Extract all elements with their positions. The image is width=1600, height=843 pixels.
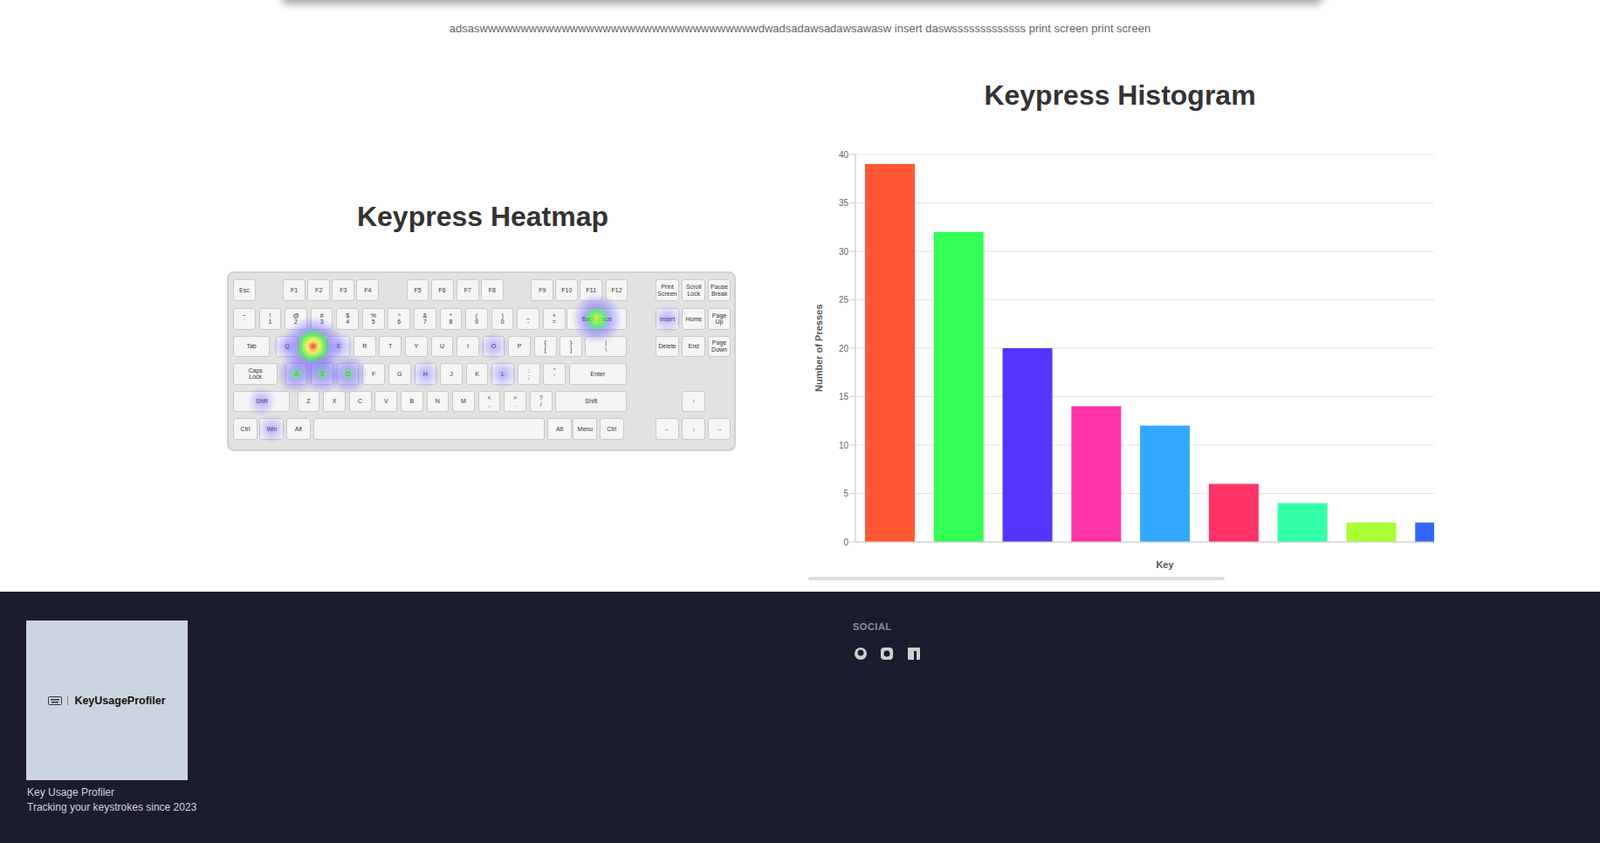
- html-text:* 8: * 8: [449, 312, 453, 325]
- html-text:Esc: Esc: [239, 287, 250, 294]
- html-text:E: E: [336, 343, 341, 350]
- svg-text:0: 0: [843, 537, 849, 548]
- html-text:Insert: Insert: [659, 315, 675, 322]
- svg-text:25: 25: [838, 295, 850, 305]
- html-text:P: P: [517, 343, 522, 350]
- html-text:Q: Q: [284, 343, 290, 350]
- html-text:End: End: [688, 343, 700, 350]
- html-text:J: J: [449, 370, 453, 377]
- html-text:Menu: Menu: [577, 425, 593, 432]
- html-text:Tracking your keystrokes since: Tracking your keystrokes since 2023: [27, 801, 197, 814]
- html-text:F8: F8: [488, 287, 496, 294]
- html-text:M: M: [460, 398, 467, 405]
- html-text:S: S: [320, 370, 325, 377]
- html-text:Print Screen: Print Screen: [657, 283, 677, 297]
- html-text:B: B: [409, 398, 414, 405]
- html-text:V: V: [383, 398, 389, 405]
- html-text:$ 4: $ 4: [345, 312, 350, 325]
- html-text:N: N: [435, 398, 440, 405]
- html-text:Shift: Shift: [255, 398, 268, 405]
- html-text:Caps Lock: Caps Lock: [248, 367, 263, 381]
- svg-text:5: 5: [843, 488, 849, 499]
- html-text:Pause Break: Pause Break: [710, 283, 728, 297]
- html-text:Home: Home: [685, 315, 702, 322]
- html-text:Tab: Tab: [246, 343, 257, 350]
- html-text:& 7: & 7: [422, 312, 428, 325]
- svg-text:20: 20: [838, 343, 850, 354]
- html-text:) 0: ) 0: [500, 312, 505, 325]
- html-text:F: F: [371, 370, 376, 377]
- svg-text:10: 10: [838, 440, 850, 451]
- html-text:# 3: # 3: [320, 312, 324, 325]
- svg-text:35: 35: [838, 198, 850, 208]
- html-text:D: D: [345, 370, 351, 377]
- html-text:Ctrl: Ctrl: [240, 425, 251, 432]
- html-text:Delete: Delete: [658, 343, 677, 350]
- html-text:^ 6: ^ 6: [397, 312, 401, 325]
- html-text:Keypress Histogram: Keypress Histogram: [984, 79, 1256, 111]
- svg-text:Number of Presses: Number of Presses: [813, 304, 825, 392]
- svg-text:40: 40: [838, 150, 850, 160]
- html-text:T: T: [388, 343, 393, 350]
- html-text:F11: F11: [586, 287, 597, 294]
- html-text:F10: F10: [561, 287, 573, 294]
- html-text:F12: F12: [611, 287, 623, 294]
- html-text:Scroll Lock: Scroll Lock: [686, 283, 702, 297]
- html-text:A: A: [294, 370, 299, 377]
- html-text:X: X: [332, 398, 337, 405]
- html-text:K: K: [475, 370, 480, 377]
- html-text:W: W: [310, 343, 316, 350]
- html-text:F5: F5: [414, 287, 422, 294]
- html-text:% 5: % 5: [370, 312, 377, 325]
- html-text:F7: F7: [464, 287, 472, 294]
- html-text:U: U: [439, 343, 445, 350]
- html-text:Shift: Shift: [585, 398, 598, 405]
- html-text:Backspace: Backspace: [581, 315, 612, 322]
- html-text:Z: Z: [306, 398, 311, 405]
- html-text:H: H: [423, 370, 428, 377]
- html-text:@ 2: @ 2: [292, 312, 300, 325]
- html-text:F2: F2: [315, 287, 323, 294]
- html-text:Y: Y: [414, 343, 419, 350]
- html-text:C: C: [357, 398, 363, 405]
- svg-text:15: 15: [838, 391, 850, 402]
- html-text:Ctrl: Ctrl: [606, 425, 617, 432]
- html-text:L: L: [501, 370, 505, 377]
- html-text:Win: Win: [266, 425, 278, 432]
- html-text:SOCIAL: SOCIAL: [852, 621, 892, 632]
- html-text:F1: F1: [290, 287, 298, 294]
- html-text:R: R: [362, 343, 367, 350]
- html-text:KeyUsageProfiler: KeyUsageProfiler: [74, 694, 166, 707]
- svg-text:30: 30: [838, 247, 850, 257]
- html-text:Keypress Heatmap: Keypress Heatmap: [356, 200, 609, 233]
- html-text:F9: F9: [538, 287, 546, 294]
- html-text:Page Down: Page Down: [711, 339, 728, 353]
- html-text:adsaswwwwwwwwwwwwwwwwwwwwwwwww: adsaswwwwwwwwwwwwwwwwwwwwwwwwwwwwwwwwwwd…: [449, 21, 1151, 35]
- html-text:G: G: [397, 370, 402, 377]
- html-text:( 9: ( 9: [474, 312, 479, 325]
- html-text:O: O: [491, 343, 497, 350]
- html-text:Enter: Enter: [590, 370, 606, 377]
- html-text:F3: F3: [339, 287, 347, 294]
- html-text:Key Usage Profiler: Key Usage Profiler: [27, 786, 115, 799]
- html-text:Page Up: Page Up: [712, 312, 727, 325]
- html-text:F6: F6: [438, 287, 446, 294]
- html-text:F4: F4: [364, 287, 372, 294]
- html-text:! 1: ! 1: [268, 312, 272, 325]
- svg-text:Key: Key: [1155, 559, 1175, 570]
- html-text:I: I: [466, 343, 469, 350]
- html-text:Alt: Alt: [294, 425, 302, 432]
- html-text:Alt: Alt: [556, 425, 564, 432]
